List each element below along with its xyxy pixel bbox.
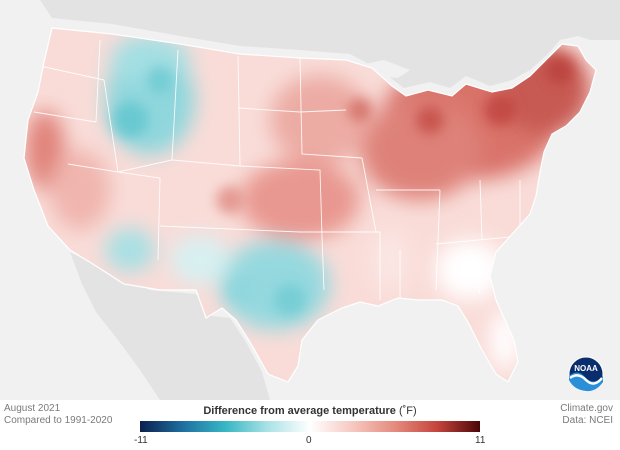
legend-max-label: 11 <box>475 435 486 446</box>
us-temperature-anomaly-map <box>0 0 620 400</box>
baseline-label: Compared to 1991-2020 <box>4 415 113 426</box>
noaa-logo-text: NOAA <box>574 364 598 373</box>
data-credit: Data: NCEI <box>562 415 613 426</box>
map-area: NOAA <box>0 0 620 400</box>
legend-title-text: Difference from average temperature <box>203 405 396 417</box>
legend-min-label: -11 <box>134 435 148 446</box>
us-outline <box>23 27 597 383</box>
legend-color-bar <box>140 421 480 432</box>
mexico-land <box>70 252 270 400</box>
source-site: Climate.gov <box>560 403 613 414</box>
state-boundaries <box>33 39 521 300</box>
legend-title: Difference from average temperature (˚F) <box>140 405 480 417</box>
legend-unit: (˚F) <box>398 405 417 417</box>
date-label: August 2021 <box>4 403 61 414</box>
legend-mid-label: 0 <box>306 435 312 446</box>
noaa-logo: NOAA <box>568 356 604 392</box>
canada-land <box>0 0 620 88</box>
